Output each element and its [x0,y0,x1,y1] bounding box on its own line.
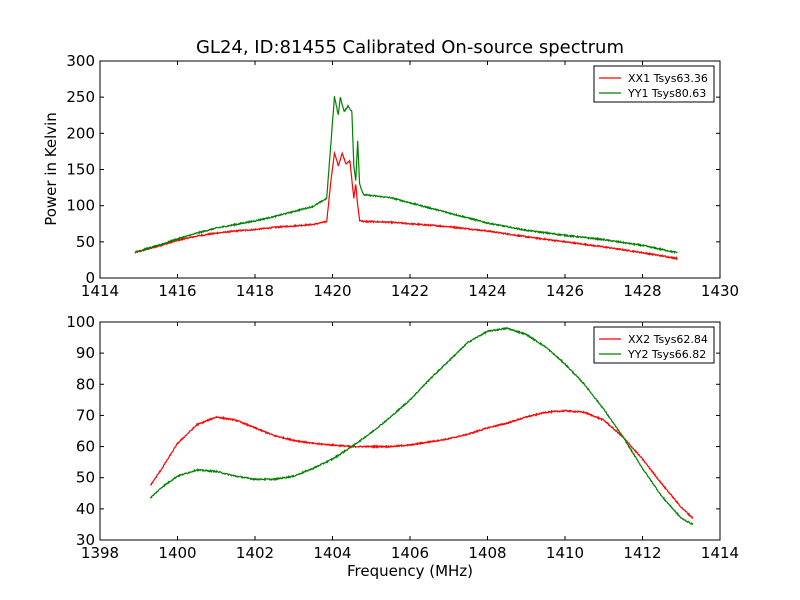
x-tick-label: 1420 [313,282,351,300]
plots: 1414 1416 1418 1420 1422 1424 1426 1428 14300501… [66,52,739,562]
legend-box [593,65,715,103]
y-tick-label: 80 [76,375,95,393]
series-line-xx2 [149,409,694,519]
x-tick-label: 1422 [391,282,429,300]
y-tick-label: 100 [66,313,95,331]
subplot-2: 1398 1400 1402 1404 1406 1408 1410 1412 1414 30 40… [66,313,739,562]
series-line-yy1 [134,96,678,255]
x-tick-label: 1406 [391,544,429,562]
x-tick-label: 1398 [81,544,119,562]
series-group [134,96,678,261]
x-tick-label: 1410 [546,544,584,562]
x-tick-label: 1416 [158,282,196,300]
y-tick-label: 90 [76,344,95,362]
y-tick-label: 50 [76,469,95,487]
x-tick-label: 1402 [236,544,274,562]
x-tick-label: 1424 [468,282,506,300]
y-tick-label: 250 [66,88,95,106]
x-tick-label: 1428 [623,282,661,300]
x-tick-label: 1418 [236,282,274,300]
legend: XX2 Tsys62.84 YY2 Tsys66.82 [593,326,715,364]
legend-box [593,326,715,364]
series-group [149,326,694,526]
x-tick-label: 1404 [313,544,351,562]
x-tick-label: 1400 [158,544,196,562]
series-line-xx1 [134,150,678,261]
top-y-axis-label: Power in Kelvin [42,112,60,226]
legend: XX1 Tsys63.36 YY1 Tsys80.63 [593,65,715,103]
x-tick-label: 1408 [468,544,506,562]
series-line-yy2 [149,326,694,526]
x-tick-label: 1412 [623,544,661,562]
y-tick-label: 100 [66,197,95,215]
legend-label: YY2 Tsys66.82 [627,348,706,361]
y-tick-label: 150 [66,161,95,179]
y-tick-label: 30 [76,531,95,549]
y-tick-label: 50 [76,233,95,251]
x-tick-label: 1426 [546,282,584,300]
legend-label: XX1 Tsys63.36 [628,72,708,85]
y-tick-label: 60 [76,438,95,456]
x-tick-label: 1414 [701,544,739,562]
y-tick-label: 70 [76,406,95,424]
bottom-x-axis-label: Frequency (MHz) [347,562,473,580]
subplot-1: 1414 1416 1418 1420 1422 1424 1426 1428 1430 0 50 1… [66,52,739,300]
x-tick-label: 1414 [81,282,119,300]
legend-label: YY1 Tsys80.63 [627,87,706,100]
y-tick-label: 40 [76,500,95,518]
x-tick-label: 1430 [701,282,739,300]
y-tick-label: 0 [85,269,95,287]
y-tick-label: 300 [66,52,95,70]
legend-label: XX2 Tsys62.84 [628,333,708,346]
figure-title: GL24, ID:81455 Calibrated On-source spec… [196,37,624,58]
y-tick-label: 200 [66,124,95,142]
